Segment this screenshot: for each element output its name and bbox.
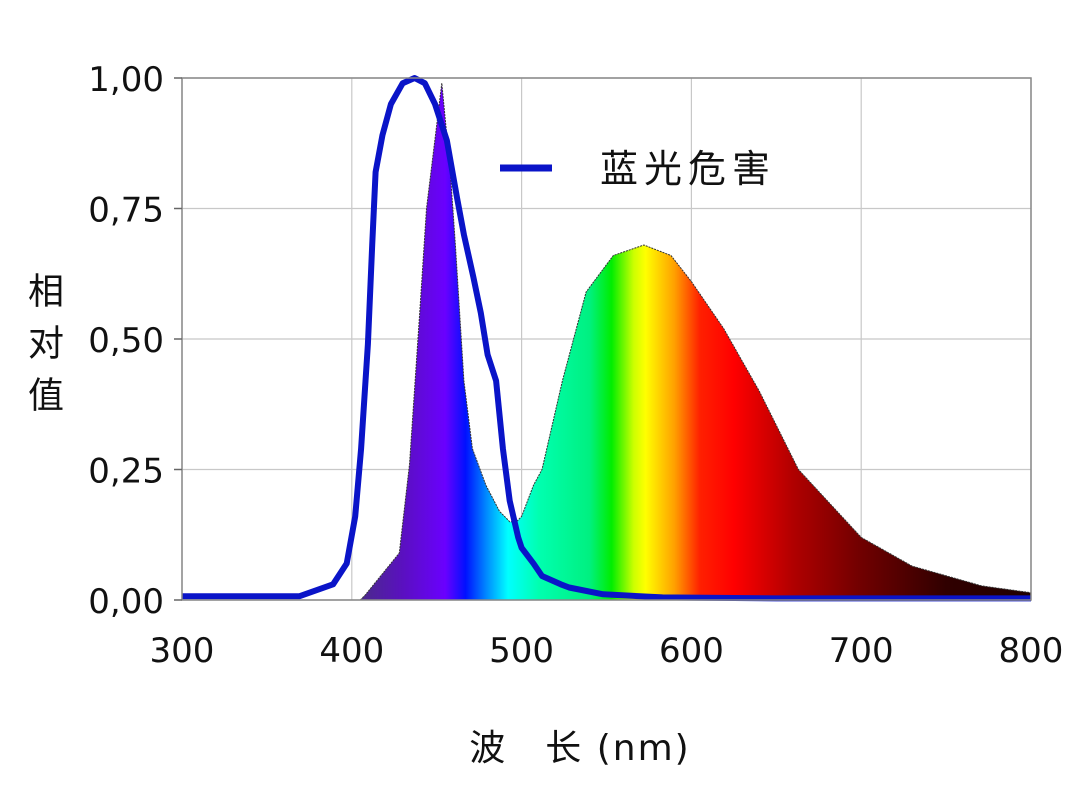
y-tick-label: 0,00: [88, 582, 164, 622]
x-tick-label: 700: [829, 631, 894, 671]
x-tick-label: 500: [489, 631, 554, 671]
x-axis-ticks: 300 400 500 600 700 800: [150, 631, 1064, 671]
legend: 蓝光危害: [500, 147, 776, 191]
y-axis-label: 相对值: [22, 272, 63, 428]
y-tick-label: 0,50: [88, 321, 164, 361]
y-tick-label: 0,25: [88, 452, 164, 492]
x-tick-label: 600: [659, 631, 724, 671]
y-tick-label: 0,75: [88, 191, 164, 231]
y-tick-label: 1,00: [88, 60, 164, 100]
spectrum-area: [359, 83, 1032, 601]
x-axis-label: 波 长 (nm): [469, 728, 690, 769]
blue-hazard-line: [182, 75, 1031, 602]
y-axis-ticks: 0,00 0,25 0,50 0,75 1,00: [88, 60, 182, 622]
x-tick-label: 800: [999, 631, 1064, 671]
legend-label: 蓝光危害: [600, 147, 776, 191]
x-tick-label: 300: [150, 631, 215, 671]
x-tick-label: 400: [319, 631, 384, 671]
